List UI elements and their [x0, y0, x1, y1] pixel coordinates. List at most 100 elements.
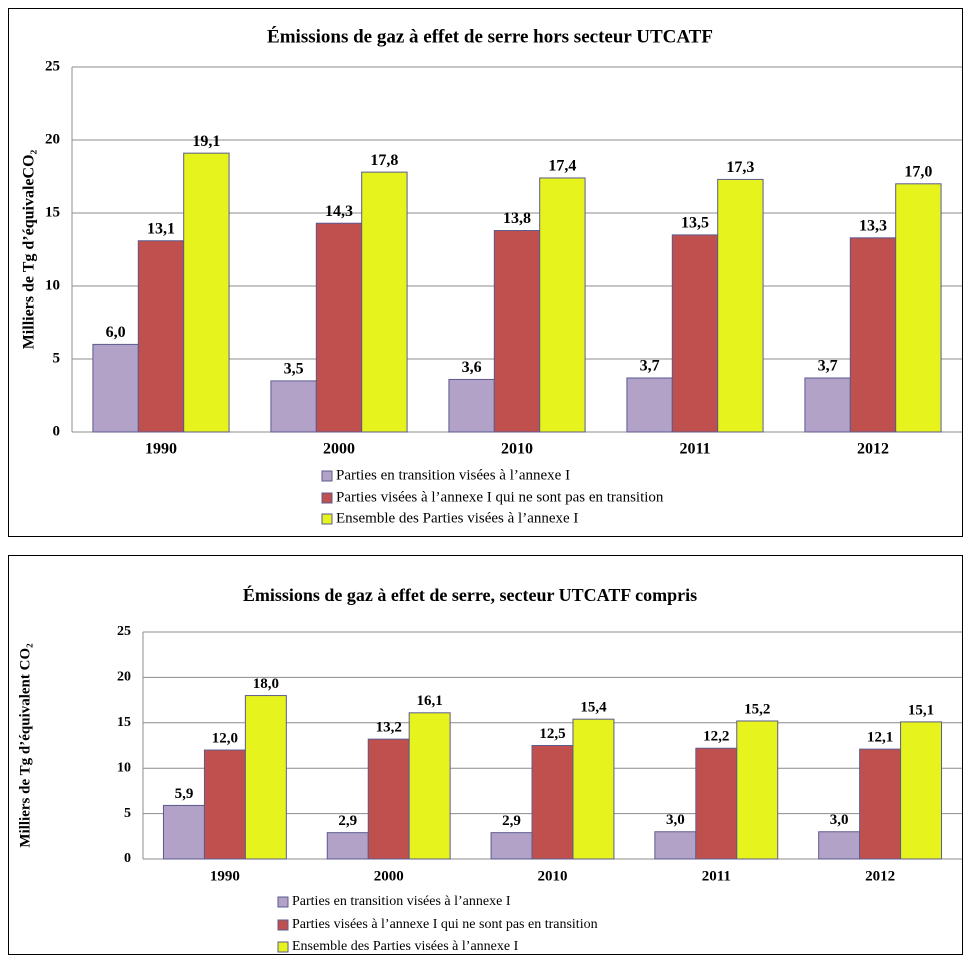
value-label: 3,6	[462, 359, 482, 376]
y-tick-label: 15	[117, 715, 131, 730]
bar	[326, 832, 369, 860]
bar	[695, 747, 738, 860]
bar	[654, 831, 697, 860]
x-tick-label: 2000	[323, 441, 355, 458]
value-label: 15,4	[580, 700, 607, 716]
legend-label: Parties visées à l’annexe I qui ne sont …	[292, 917, 598, 932]
bar	[162, 804, 205, 860]
value-label: 12,0	[212, 730, 238, 746]
value-label: 14,3	[325, 203, 353, 220]
bar	[818, 831, 861, 860]
bar	[804, 377, 851, 433]
legend-label: Ensemble des Parties visées à l’annexe I	[292, 939, 519, 954]
value-label: 18,0	[253, 676, 279, 692]
bar	[203, 749, 246, 860]
bar	[270, 380, 317, 433]
bar	[671, 234, 719, 433]
bar	[572, 718, 615, 860]
legend-label: Parties en transition visées à l’annexe …	[292, 894, 511, 909]
y-tick-label: 10	[45, 277, 60, 293]
y-tick-label: 25	[45, 58, 60, 74]
legend-swatch	[277, 896, 289, 908]
bar	[361, 171, 408, 433]
value-label: 17,0	[904, 163, 932, 180]
bar	[367, 738, 410, 860]
value-label: 3,7	[818, 358, 838, 375]
value-label: 15,1	[908, 702, 934, 718]
value-label: 19,1	[192, 133, 220, 150]
x-tick-label: 2011	[702, 868, 731, 884]
x-tick-label: 2000	[374, 868, 404, 884]
x-tick-label: 2010	[538, 868, 568, 884]
y-axis-label: Milliers de Tg d’équivalent CO₂	[17, 643, 33, 848]
value-label: 13,5	[681, 215, 709, 232]
x-tick-label: 2012	[865, 868, 895, 884]
bar	[490, 832, 533, 860]
legend-label: Parties visées à l’annexe I qui ne sont …	[336, 489, 664, 505]
y-tick-label: 20	[45, 131, 60, 147]
value-label: 2,9	[502, 813, 521, 829]
y-tick-label: 0	[53, 423, 61, 439]
chart-title: Émissions de gaz à effet de serre, secte…	[243, 584, 697, 605]
bar	[137, 240, 185, 433]
x-tick-label: 1990	[210, 868, 240, 884]
y-tick-label: 20	[117, 670, 131, 685]
value-label: 5,9	[175, 786, 194, 802]
bar	[244, 695, 287, 860]
bar	[717, 178, 764, 433]
x-tick-label: 2010	[501, 441, 533, 458]
value-label: 13,1	[147, 220, 175, 237]
bar	[183, 152, 230, 433]
x-tick-label: 2012	[857, 441, 889, 458]
x-tick-label: 2011	[679, 441, 710, 458]
legend-swatch	[321, 513, 333, 525]
y-tick-label: 0	[124, 851, 131, 866]
legend-swatch	[321, 492, 333, 504]
chart-frame	[8, 555, 963, 955]
value-label: 3,0	[666, 812, 685, 828]
bar	[626, 377, 673, 433]
y-tick-label: 10	[117, 760, 131, 775]
legend-label: Parties en transition visées à l’annexe …	[336, 467, 570, 483]
value-label: 3,0	[830, 812, 849, 828]
value-label: 12,1	[867, 730, 893, 746]
y-tick-label: 5	[124, 806, 131, 821]
bar	[531, 745, 574, 860]
y-tick-label: 5	[53, 350, 61, 366]
bar	[900, 721, 943, 860]
value-label: 13,8	[503, 210, 531, 227]
value-label: 3,7	[640, 358, 660, 375]
bar	[408, 712, 451, 860]
bar	[859, 748, 902, 860]
legend-label: Ensemble des Parties visées à l’annexe I	[336, 510, 578, 526]
value-label: 2,9	[338, 813, 357, 829]
value-label: 12,5	[539, 726, 565, 742]
legend-swatch	[277, 941, 289, 953]
y-tick-label: 15	[45, 204, 60, 220]
bar	[736, 720, 779, 860]
value-label: 6,0	[106, 324, 126, 341]
x-tick-label: 1990	[145, 441, 177, 458]
bar	[849, 237, 897, 433]
bar	[493, 230, 541, 433]
legend-swatch	[321, 470, 333, 482]
bar	[315, 222, 363, 433]
value-label: 12,2	[703, 729, 729, 745]
value-label: 17,8	[370, 152, 398, 169]
value-label: 15,2	[744, 701, 770, 717]
y-tick-label: 25	[117, 624, 131, 639]
chart-title: Émissions de gaz à effet de serre hors s…	[267, 25, 713, 47]
value-label: 17,4	[548, 158, 576, 175]
bar	[92, 343, 139, 433]
value-label: 17,3	[726, 159, 754, 176]
bar	[539, 177, 586, 433]
bar	[895, 183, 942, 433]
legend-swatch	[277, 919, 289, 931]
value-label: 16,1	[417, 693, 443, 709]
value-label: 13,2	[376, 720, 402, 736]
value-label: 3,5	[284, 361, 304, 378]
bar	[448, 378, 495, 433]
value-label: 13,3	[859, 217, 887, 234]
y-axis-label: Milliers de Tg d’équivaleCO₂	[21, 149, 38, 349]
